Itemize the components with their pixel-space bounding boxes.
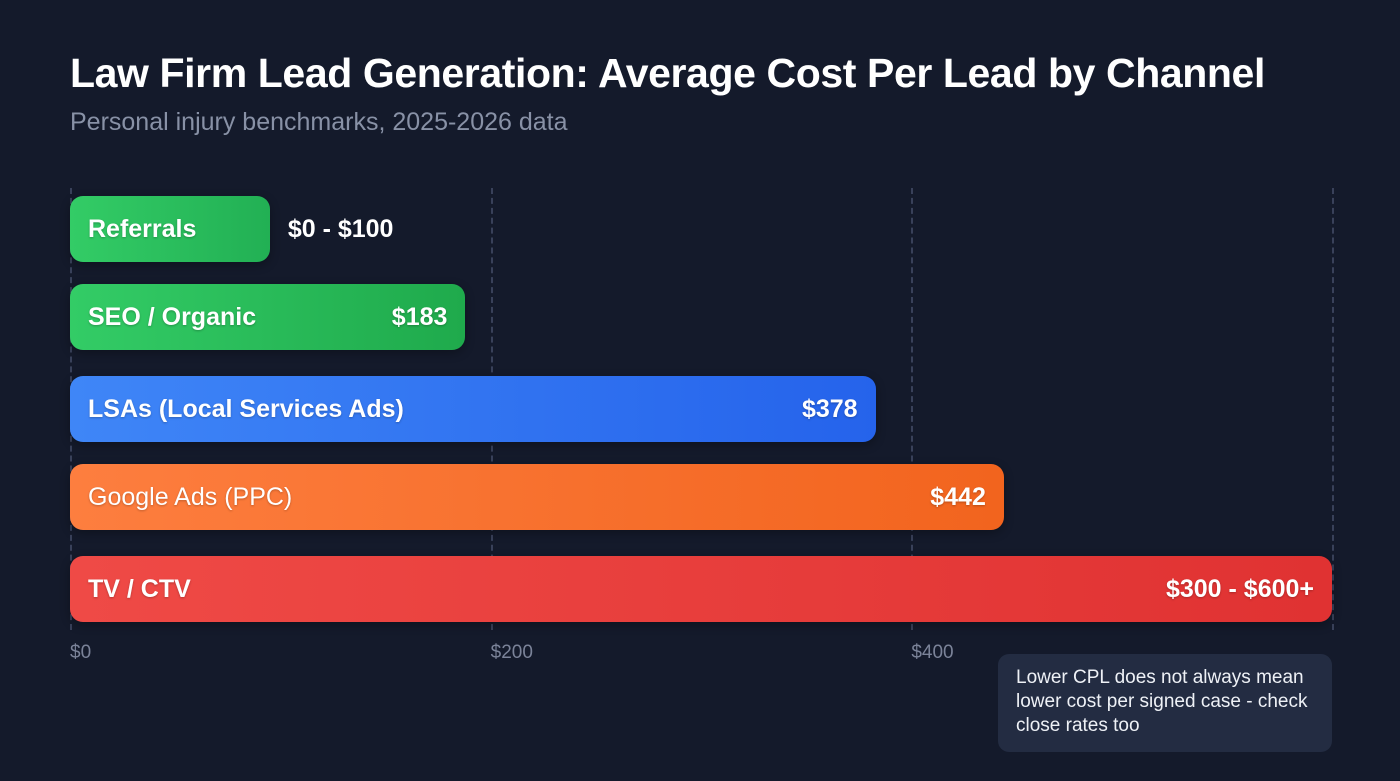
bar-label: SEO / Organic — [88, 302, 257, 331]
gridline — [911, 188, 914, 630]
bar-row[interactable]: LSAs (Local Services Ads) $378 — [70, 376, 1332, 442]
note-callout: Lower CPL does not always mean lower cos… — [998, 654, 1332, 752]
bar[interactable]: SEO / Organic $183 — [70, 284, 466, 350]
x-axis-tick-label: $200 — [490, 642, 533, 663]
bar[interactable]: TV / CTV $300 - $600+ — [70, 556, 1332, 622]
chart-subtitle: Personal injury benchmarks, 2025-2026 da… — [70, 108, 568, 137]
bar-value-label: $183 — [391, 302, 448, 331]
bar-value-label: $378 — [801, 394, 858, 423]
x-axis-tick-label: $0 — [70, 642, 92, 663]
x-axis: $0 $200 $400 — [70, 632, 1332, 672]
bar-value-label: $0 - $100 — [287, 214, 394, 243]
bar-label: TV / CTV — [88, 574, 191, 603]
chart-title: Law Firm Lead Generation: Average Cost P… — [70, 50, 1265, 96]
bar-label: Google Ads (PPC) — [88, 482, 293, 511]
bar-row[interactable]: Referrals $0 - $100 — [70, 196, 1332, 262]
chart-header: Law Firm Lead Generation: Average Cost P… — [70, 50, 1360, 137]
bar-value-label: $300 - $600+ — [1165, 574, 1314, 603]
bar[interactable]: Google Ads (PPC) $442 — [70, 464, 1004, 530]
bar-label: LSAs (Local Services Ads) — [88, 394, 404, 423]
bar-value-label: $442 — [930, 482, 986, 511]
gridline — [1332, 188, 1334, 630]
plot-area: Referrals $0 - $100 SEO / Organic $183 LSAs … — [70, 188, 1334, 630]
bar-row[interactable]: Google Ads (PPC) $442 — [70, 464, 1332, 530]
bar[interactable]: LSAs (Local Services Ads) $378 — [70, 376, 876, 442]
note-callout-text: Lower CPL does not always mean lower cos… — [1016, 667, 1308, 736]
x-axis-tick-label: $400 — [911, 642, 954, 663]
bar-row[interactable]: SEO / Organic $183 — [70, 284, 1332, 350]
bar-label: Referrals — [88, 214, 197, 243]
bar[interactable]: Referrals — [70, 196, 270, 262]
bar-row[interactable]: TV / CTV $300 - $600+ — [70, 556, 1332, 622]
